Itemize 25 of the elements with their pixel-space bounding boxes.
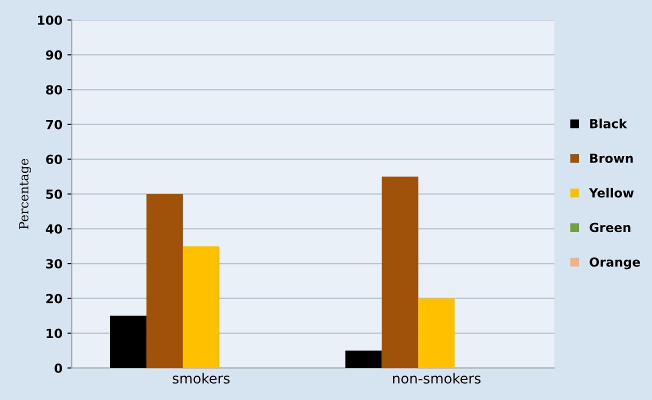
y-tick-label: 80 [46, 85, 62, 95]
bar [382, 176, 418, 368]
legend-label: Yellow [588, 188, 634, 198]
legend-label: Black [590, 118, 628, 128]
y-tick-label: 50 [46, 189, 62, 199]
legend-label: Orange [590, 257, 640, 270]
y-tick-label: 0 [54, 363, 62, 373]
x-tick-label: smokers [172, 372, 230, 384]
legend-label: Green [590, 222, 630, 232]
bar [182, 246, 220, 368]
bar [146, 194, 183, 368]
y-tick-label: 10 [46, 328, 62, 338]
bar [345, 350, 382, 368]
y-tick-label: 20 [46, 294, 62, 304]
x-tick-label: non-smokers [393, 372, 481, 384]
y-tick-label: 90 [46, 50, 62, 60]
bar [110, 316, 146, 368]
legend-label: Brown [590, 154, 633, 163]
bar [418, 298, 455, 368]
y-axis-title: Percentage [19, 158, 32, 230]
y-tick-label: 40 [46, 224, 62, 234]
y-tick-label: 60 [46, 154, 62, 164]
y-tick-label: 100 [38, 15, 62, 25]
y-tick-label: 30 [46, 259, 62, 269]
y-tick-label: 70 [46, 120, 62, 130]
